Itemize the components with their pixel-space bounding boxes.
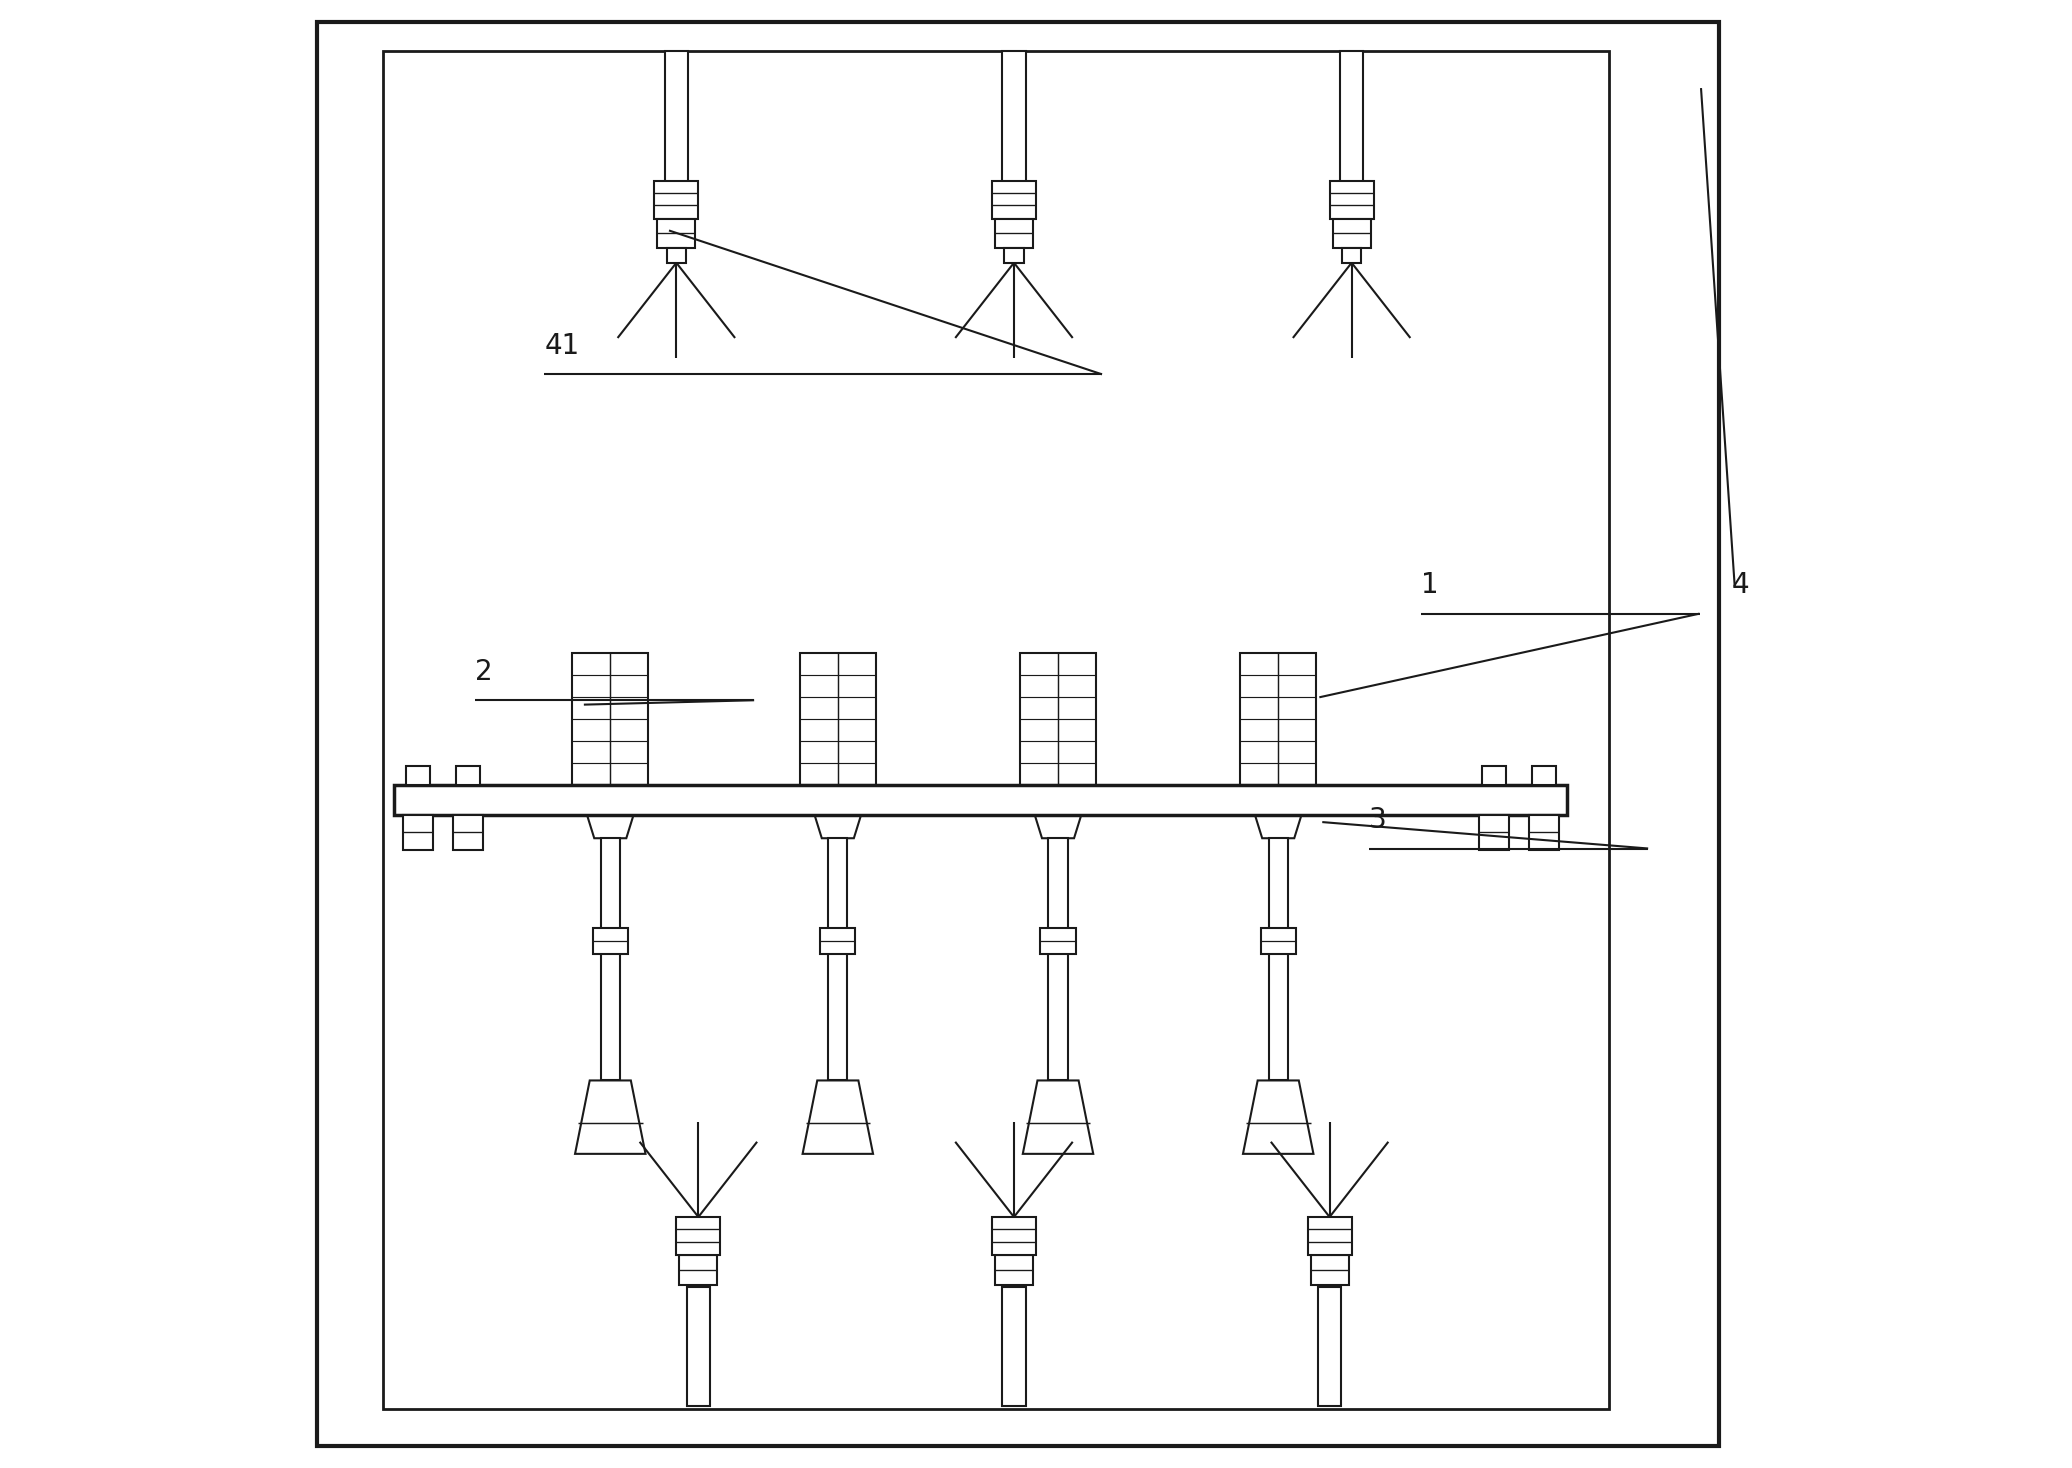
Bar [686, 1287, 711, 1406]
Polygon shape [802, 1080, 872, 1154]
Bar [1268, 838, 1289, 1080]
Bar [665, 51, 688, 184]
Bar [1307, 1217, 1351, 1255]
Text: 1: 1 [1421, 571, 1438, 599]
Bar [667, 248, 686, 263]
Bar [1019, 653, 1096, 785]
Bar [657, 219, 696, 248]
Bar [1318, 1287, 1341, 1406]
Bar [995, 1255, 1034, 1284]
Bar [821, 928, 856, 954]
Polygon shape [576, 1080, 646, 1154]
Bar [800, 653, 876, 785]
Bar [406, 766, 429, 785]
Polygon shape [578, 785, 642, 838]
Text: 4: 4 [1732, 571, 1749, 599]
Bar [1343, 248, 1361, 263]
Bar [1332, 219, 1372, 248]
Bar [1479, 815, 1508, 850]
Bar [1341, 51, 1363, 184]
Bar [1003, 1287, 1026, 1406]
Bar [1003, 51, 1026, 184]
Text: 3: 3 [1370, 806, 1386, 834]
Bar [601, 838, 620, 1080]
Bar [572, 653, 649, 785]
Bar [992, 1217, 1036, 1255]
Bar [1330, 181, 1374, 219]
Bar [829, 838, 847, 1080]
Bar [992, 181, 1036, 219]
Bar [456, 766, 479, 785]
Bar [1040, 928, 1075, 954]
Polygon shape [806, 785, 870, 838]
Bar [1529, 815, 1558, 850]
Bar [383, 51, 1608, 1409]
Bar [680, 1255, 717, 1284]
Bar [675, 1217, 721, 1255]
Bar [1481, 766, 1506, 785]
Bar [593, 928, 628, 954]
Polygon shape [1024, 1080, 1094, 1154]
Bar [655, 181, 698, 219]
Bar [1531, 766, 1556, 785]
Bar [1310, 1255, 1349, 1284]
Bar [404, 815, 433, 850]
Text: 2: 2 [474, 658, 493, 686]
Polygon shape [1026, 785, 1090, 838]
Polygon shape [1243, 1080, 1314, 1154]
Bar [995, 219, 1034, 248]
Bar [394, 785, 1566, 815]
Text: 41: 41 [545, 332, 580, 360]
Bar [1239, 653, 1316, 785]
Bar [1005, 248, 1024, 263]
Bar [1260, 928, 1295, 954]
Bar [454, 815, 483, 850]
Bar [1048, 838, 1067, 1080]
Polygon shape [1245, 785, 1312, 838]
